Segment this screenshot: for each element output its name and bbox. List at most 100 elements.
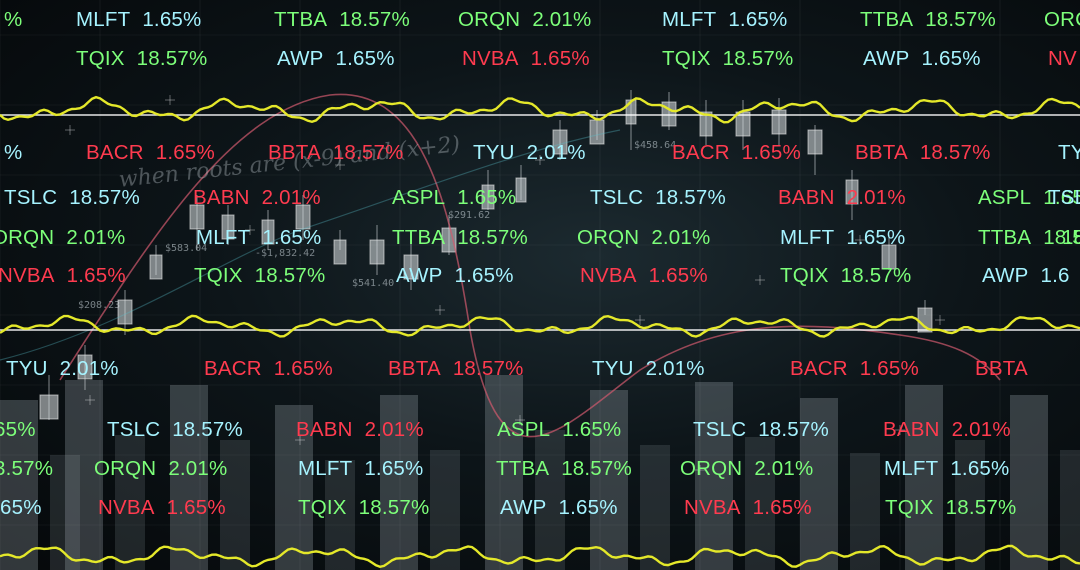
background-bar [50,455,80,570]
ticker-item: TQIX 18.57% [662,47,794,70]
ticker-item: BACR 1.65% [672,141,801,164]
ticker-row: TQIX 18.57% AWP 1.65% NVBA 1.65% TQIX 18.57%… [0,47,1080,99]
ticker-item: TY [1058,141,1080,164]
candle-body [295,204,311,230]
background-bar [380,395,418,570]
candle-body [149,254,163,280]
ticker-item: NVBA 1.65% [684,496,812,519]
ticker-item: TYU 2.01% [592,357,705,380]
background-bar [0,400,38,570]
price-label: -$1,832.42 [255,248,316,259]
ticker-row: TSLC 18.57% BABN 2.01% ASPL 1.65% TSLC 18.57… [0,186,1080,238]
candle-body [333,239,347,265]
ticker-item: 65% [0,418,36,441]
candle-body [515,177,527,203]
background-bar [170,385,208,570]
ticker-item: AWP 1.65% [863,47,981,70]
ticker-row: TYU 2.01% BACR 1.65% BBTA 18.57% TYU 2.01% B… [0,357,1080,409]
ticker-item: TQIX 18.57% [885,496,1017,519]
ticker-row: % MLFT 1.65% TTBA 18.57% ORQN 2.01% MLFT 1.6… [0,8,1080,60]
ticker-item: AWP 1.6 [982,264,1070,287]
ticker-item: TQIX 18.57% [298,496,430,519]
ticker-row: % BACR 1.65% BBTA 18.57% TYU 2.01% BACR 1.65… [0,141,1080,193]
candle-body [189,204,205,230]
ticker-item: BBTA [975,357,1028,380]
ticker-item: TYU 2.01% [473,141,586,164]
ticker-item: BBTA 18.57% [268,141,404,164]
background-bar [65,380,103,570]
candle-body [481,184,495,210]
ticker-item: 18. [1062,226,1080,249]
background-bar [955,440,985,570]
ticker-item: MLFT 1.65% [884,457,1010,480]
ticker-item: MLFT 1.65% [76,8,202,31]
candle-body [117,299,133,325]
background-bar [695,382,733,570]
ticker-item: 3.57% [0,457,54,480]
background-bar [115,435,145,570]
ticker-item: BACR 1.65% [204,357,333,380]
ticker-row: NVBA 1.65% TQIX 18.57% AWP 1.65% NVBA 1.65% … [0,264,1080,316]
background-bar [1010,395,1048,570]
background-bar [535,430,565,570]
ticker-item: BABN 2.01% [883,418,1011,441]
background-bar [1060,450,1080,570]
background-bar [640,445,670,570]
candle-body [261,219,275,245]
ticker-item: NVBA 1.65% [462,47,590,70]
candle-body [807,129,823,155]
ticker-item: TSLC 18.57% [4,186,140,209]
ticker-item: TSLC 18.57% [590,186,726,209]
ticker-item: TYU 2.01% [6,357,119,380]
ticker-item: MLFT 1.65% [298,457,424,480]
ticker-item: MLFT 1.65% [662,8,788,31]
ticker-item: NVBA 1.65% [98,496,226,519]
ticker-item: BABN 2.01% [296,418,424,441]
ticker-item: NVBA 1.65% [580,264,708,287]
candle-body [552,129,568,155]
candle-body [881,244,897,270]
ticker-item: AWP 1.65% [500,496,618,519]
price-label: $541.40 [352,278,395,289]
yellow-wave-line [0,544,1080,569]
ticker-item: BABN 2.01% [778,186,906,209]
ticker-item: % [4,141,23,164]
ticker-item: BBTA 18.57% [388,357,524,380]
price-label: $208.23 [78,300,121,311]
background-bar [485,375,523,570]
ticker-item: BACR 1.65% [790,357,919,380]
ticker-item: TQIX 18.57% [76,47,208,70]
ticker-item: % [4,8,23,31]
ticker-item: BACR 1.65% [86,141,215,164]
background-bar [800,398,838,570]
price-label: $583.04 [165,243,208,254]
ticker-item: BBTA 18.57% [855,141,991,164]
background-bar [905,385,943,570]
yellow-wave-line [0,314,1080,338]
ticker-item: AWP 1.65% [277,47,395,70]
background-bar [220,440,250,570]
ticker-item: TQIX 18.57% [194,264,326,287]
candle-body [403,254,419,280]
candle-body [221,214,235,240]
background-bar [275,405,313,570]
trend-curve [0,129,621,361]
price-label: $291.62 [448,210,491,221]
